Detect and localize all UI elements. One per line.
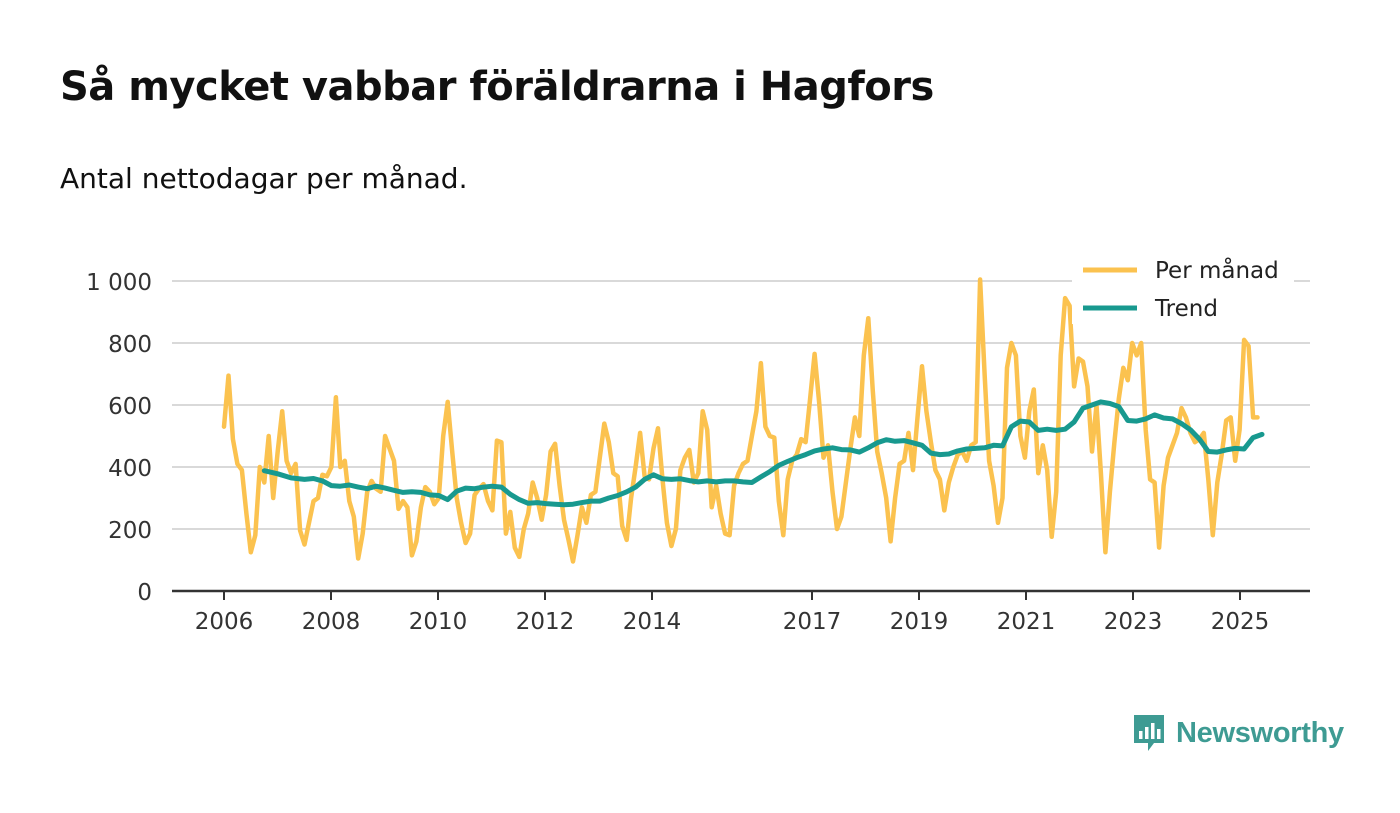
legend-label: Per månad xyxy=(1155,256,1279,284)
y-tick-label: 400 xyxy=(108,456,152,482)
x-tick-label: 2014 xyxy=(623,609,682,635)
x-tick-label: 2025 xyxy=(1211,609,1270,635)
legend-background xyxy=(1072,250,1294,324)
newsworthy-logo-icon xyxy=(1134,715,1164,751)
legend: Per månad Trend xyxy=(1072,250,1294,324)
chart-subtitle: Antal nettodagar per månad. xyxy=(60,162,468,195)
y-axis: 0 200 400 600 800 1 000 xyxy=(86,270,152,606)
x-tick-label: 2008 xyxy=(302,609,361,635)
series-trend-line xyxy=(261,399,1265,508)
y-tick-label: 1 000 xyxy=(86,270,152,296)
brand-name: Newsworthy xyxy=(1176,716,1344,749)
legend-label: Trend xyxy=(1154,296,1218,322)
y-tick-label: 200 xyxy=(108,518,152,544)
y-tick-label: 600 xyxy=(108,394,152,420)
x-tick-label: 2010 xyxy=(409,609,468,635)
series-per-manad-line xyxy=(221,277,1260,564)
x-tick-label: 2021 xyxy=(997,609,1056,635)
chart-title: Så mycket vabbar föräldrarna i Hagfors xyxy=(60,64,934,110)
x-tick-label: 2017 xyxy=(783,609,842,635)
newsworthy-logo: Newsworthy xyxy=(1132,712,1344,754)
x-tick-label: 2006 xyxy=(195,609,254,635)
x-tick-label: 2019 xyxy=(890,609,949,635)
gridlines xyxy=(172,280,1310,593)
y-tick-label: 0 xyxy=(137,580,152,606)
x-axis: 2006 2008 2010 2012 2014 2017 2019 2021 2023 2025 xyxy=(195,591,1270,635)
y-tick-label: 800 xyxy=(108,332,152,358)
x-tick-label: 2012 xyxy=(516,609,575,635)
x-tick-label: 2023 xyxy=(1104,609,1163,635)
series-lines xyxy=(221,277,1265,564)
